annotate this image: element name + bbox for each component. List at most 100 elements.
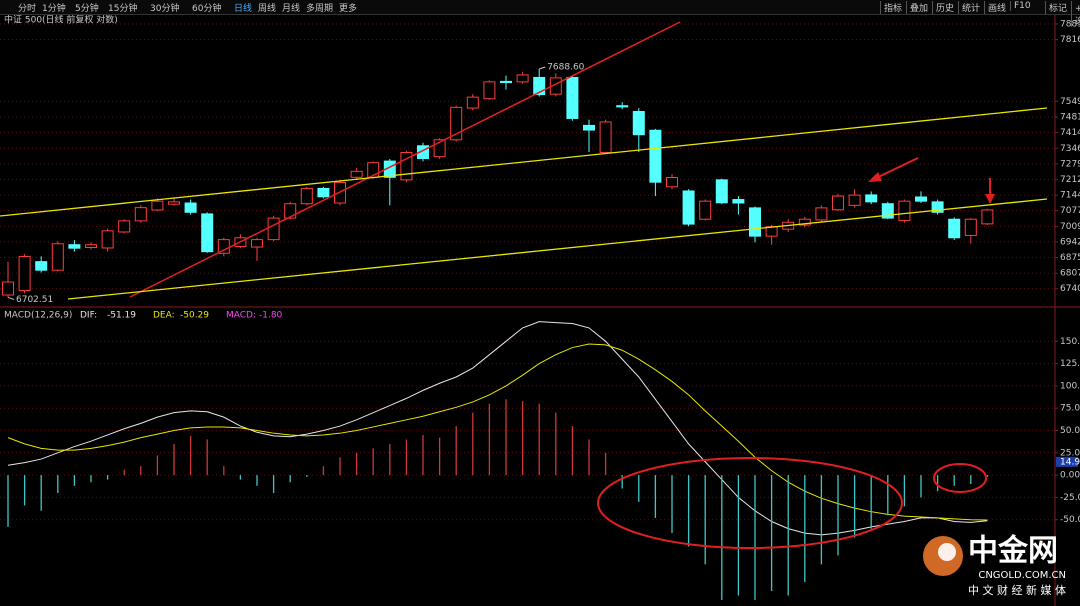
arrow-head [985, 194, 995, 204]
tool-button[interactable]: 统计 [958, 1, 983, 14]
tool-button[interactable]: 叠加 [906, 1, 931, 14]
candle-body [815, 207, 828, 221]
leader [7, 296, 15, 300]
tool-button[interactable]: 历史 [932, 1, 957, 14]
watermark: 中金网 CNGOLD.COM.CN 中 文 财 经 新 媒 体 [923, 534, 1066, 597]
arrow [875, 157, 919, 179]
period-tab[interactable]: 5分钟 [75, 4, 99, 14]
logo [938, 543, 956, 561]
slogan: 中 文 财 经 新 媒 体 [968, 583, 1066, 597]
y-tick-label: 6942 [1060, 237, 1080, 247]
y-tick-label: 6807 [1060, 269, 1080, 279]
candle-body [317, 187, 330, 198]
period-tab[interactable]: 30分钟 [150, 4, 180, 14]
candle-body [566, 76, 579, 119]
candle-body [201, 213, 214, 253]
channel-line [67, 198, 1048, 300]
legend-value: -50.29 [180, 311, 209, 321]
candle-body [881, 203, 894, 219]
y-tick-label: 7414 [1060, 128, 1080, 138]
candle-body [533, 76, 546, 96]
y-tick-label: 7279 [1060, 159, 1080, 169]
tool-button[interactable]: 标记 [1045, 1, 1070, 14]
tool-button[interactable]: 画线 [984, 1, 1009, 14]
period-tab[interactable]: 15分钟 [108, 4, 138, 14]
candle-body [666, 177, 678, 188]
y-tick-label: -25.00 [1060, 493, 1080, 503]
candle-body [134, 207, 147, 222]
candle-body [85, 244, 97, 248]
trend-line [129, 21, 681, 298]
tool-button[interactable]: F10 [1010, 1, 1034, 11]
legend-value: -1.80 [259, 311, 283, 321]
y-tick-label: 7212 [1060, 175, 1080, 185]
period-tab[interactable]: 1分钟 [42, 4, 66, 14]
candle-body [632, 111, 645, 136]
domain: CNGOLD.COM.CN [978, 570, 1066, 581]
y-tick-label: 7481 [1060, 113, 1080, 123]
tool-button[interactable]: +自选 [1071, 1, 1080, 27]
candle-body [915, 196, 927, 202]
period-tab[interactable]: 周线 [258, 4, 277, 14]
candle-body [151, 200, 164, 211]
chart-title: 中证 500(日线 前复权 对数) [4, 14, 118, 26]
candle-body [964, 218, 977, 236]
arrow-head [868, 172, 882, 182]
candle-body [300, 187, 313, 205]
period-tab[interactable]: 多周期 [306, 4, 334, 14]
candle-body [931, 201, 944, 213]
candle-body [483, 81, 496, 100]
candle-body [51, 243, 64, 271]
legend-value: -51.19 [107, 311, 136, 321]
y-tick-label: 7144 [1060, 191, 1080, 201]
tool-button[interactable]: 指标 [880, 1, 905, 14]
candle-body [599, 121, 612, 154]
channel-line [0, 107, 1048, 217]
period-tab[interactable]: 60分钟 [192, 4, 222, 14]
candle-body [68, 244, 81, 249]
leader [539, 66, 546, 70]
candle-body [2, 281, 14, 296]
legend-name: DIF: [80, 311, 97, 321]
candle-body [516, 74, 529, 83]
candle-body [168, 201, 180, 205]
candle-body [749, 207, 761, 237]
candle-body [18, 256, 31, 292]
period-tab[interactable]: 分时 [18, 4, 37, 14]
candle-body [616, 105, 629, 108]
legend-name: DEA: [153, 311, 175, 321]
macd-line [7, 321, 988, 536]
candle-body [848, 194, 861, 206]
period-tab[interactable]: 更多 [339, 4, 358, 14]
y-tick-label: 100.00 [1060, 381, 1080, 391]
y-tick-label: -50.00 [1060, 515, 1080, 525]
y-tick-label: 7346 [1060, 144, 1080, 154]
candle-body [898, 200, 911, 221]
cursor-label: 14.9 [1060, 457, 1080, 467]
highlight-circle [597, 457, 903, 549]
period-tab[interactable]: 月线 [282, 4, 301, 14]
candle-body [350, 170, 363, 178]
min-label: 6702.51 [16, 295, 53, 305]
candle-body [217, 239, 230, 254]
y-tick-label: 75.00 [1060, 404, 1080, 414]
y-tick-label: 0.00 [1060, 471, 1080, 481]
y-tick-label: 25.00 [1060, 448, 1080, 458]
candle-body [450, 106, 463, 141]
y-tick-label: 7883 [1060, 19, 1080, 29]
candle-body [583, 124, 595, 131]
candle-body [832, 195, 844, 211]
max-label: 7688.60 [547, 62, 584, 72]
period-tab[interactable]: 日线 [234, 4, 253, 14]
macd-line [7, 343, 988, 521]
candle-body [101, 230, 114, 249]
y-tick-label: 7816 [1060, 35, 1080, 45]
candle-body [433, 139, 446, 158]
candle-body [715, 179, 728, 204]
candle-body [284, 203, 297, 219]
y-tick-label: 6875 [1060, 253, 1080, 263]
cursor-box [1056, 456, 1078, 467]
